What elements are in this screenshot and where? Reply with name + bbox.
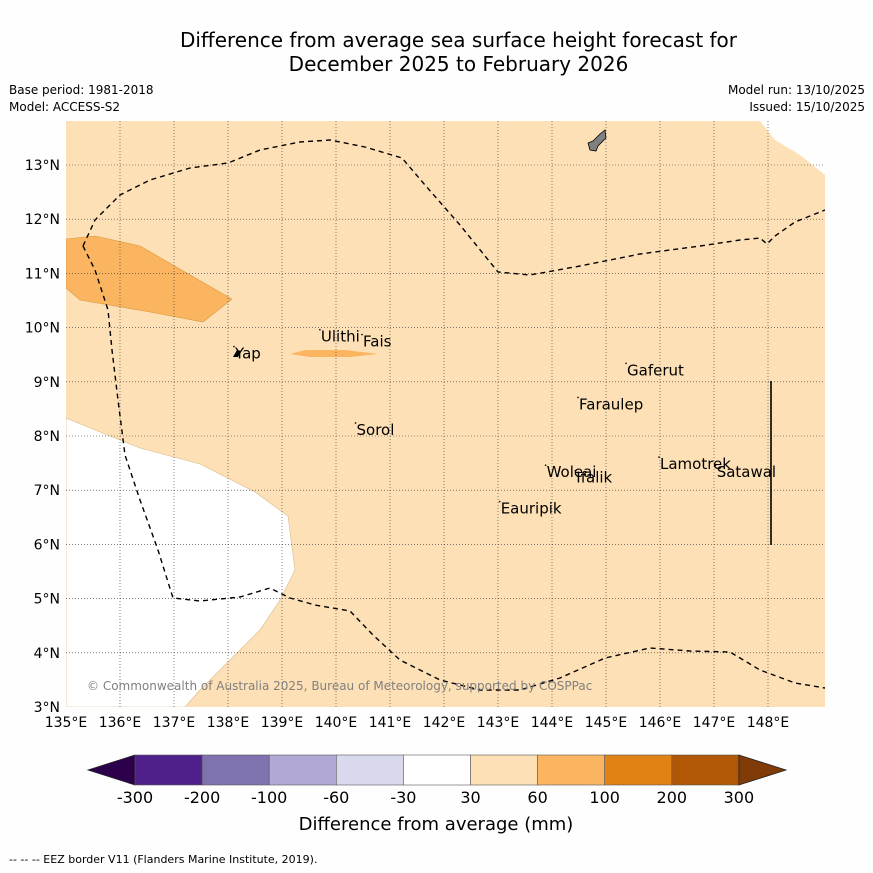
colorbar-tick-label: -300: [117, 788, 153, 807]
eez-border-south: [82, 245, 825, 691]
colorbar-segment: [671, 754, 740, 786]
base-period: Base period: 1981-2018: [9, 83, 154, 97]
axis-labels: 135°E 136°E 137°E 138°E 139°E 140°E 141°E 142°E…: [25, 158, 790, 731]
model-name: Model: ACCESS-S2: [9, 100, 121, 114]
lon-tick-label: 140°E: [315, 715, 358, 731]
lon-tick-label: 139°E: [261, 715, 304, 731]
yap-island: [233, 350, 241, 357]
colorbar-segment: [604, 754, 673, 786]
colorbar-segment: [335, 754, 404, 786]
place-marker: [498, 500, 501, 503]
place-marker: [625, 362, 627, 365]
place-marker: [658, 456, 660, 458]
place-marker: [714, 464, 717, 467]
lon-tick-label: 143°E: [477, 715, 520, 731]
lat-tick-label: 7°N: [34, 483, 60, 499]
place-label-eauripik: Eauripik: [501, 500, 562, 518]
lon-tick-label: 147°E: [693, 715, 736, 731]
place-label-fais: Fais: [363, 333, 392, 351]
colorbar-tick-label: -200: [184, 788, 220, 807]
lon-tick-label: 146°E: [639, 715, 682, 731]
lat-tick-label: 13°N: [25, 158, 60, 174]
colorbar-segment: [470, 754, 538, 786]
place-label-sorol: Sorol: [357, 421, 395, 439]
place-marker: [574, 469, 577, 472]
lon-tick-label: 148°E: [747, 715, 790, 731]
colorbar-tick-label: 300: [724, 788, 755, 807]
lat-tick-label: 11°N: [25, 266, 60, 282]
model-run: Model run: 13/10/2025: [727, 83, 865, 97]
anomaly-60-100-patch-nw: [66, 235, 233, 323]
footer-note: -- -- -- EEZ border V11 (Flanders Marine…: [9, 853, 318, 866]
lat-tick-label: 4°N: [34, 646, 60, 662]
colorbar-segment: [134, 754, 203, 786]
colorbar-tick-label: -30: [390, 788, 416, 807]
place-label-woleai: Woleai: [547, 463, 597, 481]
chart-title: Difference from average sea surface heig…: [0, 28, 873, 76]
place-marker: [361, 333, 363, 336]
colorbar-tick-label: -100: [251, 788, 287, 807]
colorbar-tick-label: -60: [323, 788, 349, 807]
colorbar-segment: [403, 754, 471, 786]
lat-tick-label: 3°N: [34, 700, 60, 716]
lat-tick-label: 12°N: [25, 212, 60, 228]
colorbar-under-arrow: [86, 754, 136, 786]
lat-tick-label: 6°N: [34, 537, 60, 553]
place-marker: [233, 345, 235, 348]
place-label-gaferut: Gaferut: [627, 361, 684, 379]
lon-tick-label: 142°E: [423, 715, 466, 731]
guam-island: [587, 129, 607, 152]
colorbar-segment: [537, 754, 605, 786]
graticule: [66, 121, 825, 707]
lon-tick-label: 135°E: [45, 715, 88, 731]
colorbar: -300 -200 -100 -60 -30 30 60 100 200 300 Differenc…: [86, 754, 788, 835]
colorbar-over-arrow: [738, 754, 788, 786]
meta-right: Model run: 13/10/2025 Issued: 15/10/2025: [728, 82, 865, 116]
place-label-yap: Yap: [234, 345, 261, 363]
colorbar-tick-label: 200: [657, 788, 688, 807]
colorbar-tick-label: 100: [589, 788, 620, 807]
colorbar-title: Difference from average (mm): [299, 814, 574, 835]
anomaly-60-100-patch-fais: [290, 350, 378, 357]
lat-tick-label: 5°N: [34, 592, 60, 608]
copyright-text: © Commonwealth of Australia 2025, Bureau…: [87, 679, 592, 693]
place-labels: Ulithi Fais Yap Gaferut Faraulep Sorol WoleaiI…: [233, 328, 776, 518]
lat-tick-label: 9°N: [34, 375, 60, 391]
meta-left: Base period: 1981-2018 Model: ACCESS-S2: [9, 82, 154, 116]
place-label-ulithi: Ulithi: [321, 328, 360, 346]
lat-tick-label: 8°N: [34, 429, 60, 445]
map-area: Ulithi Fais Yap Gaferut Faraulep Sorol WoleaiI…: [66, 121, 825, 707]
place-marker: [319, 328, 321, 331]
colorbar-segment: [268, 754, 337, 786]
lat-tick-label: 10°N: [25, 321, 60, 337]
lon-tick-label: 141°E: [369, 715, 412, 731]
lon-tick-label: 137°E: [153, 715, 196, 731]
colorbar-tick-label: 30: [460, 788, 480, 807]
place-label-faraulep: Faraulep: [579, 395, 643, 413]
lon-tick-label: 145°E: [585, 715, 628, 731]
place-marker: [577, 396, 579, 399]
issued-date: Issued: 15/10/2025: [749, 100, 865, 114]
place-marker: [544, 464, 547, 467]
place-label-ifalik: Ifalik: [576, 469, 612, 487]
lon-tick-label: 144°E: [531, 715, 574, 731]
lon-tick-label: 138°E: [207, 715, 250, 731]
title-line-2: December 2025 to February 2026: [288, 52, 629, 76]
title-line-1: Difference from average sea surface heig…: [179, 28, 738, 52]
place-marker: [354, 422, 357, 424]
place-label-satawal: Satawal: [717, 463, 776, 481]
lon-tick-label: 136°E: [99, 715, 142, 731]
place-label-lamotrek: Lamotrek: [660, 455, 731, 473]
colorbar-tick-label: 60: [527, 788, 547, 807]
no-data-area-ne: [760, 121, 825, 175]
colorbar-segment: [201, 754, 270, 786]
